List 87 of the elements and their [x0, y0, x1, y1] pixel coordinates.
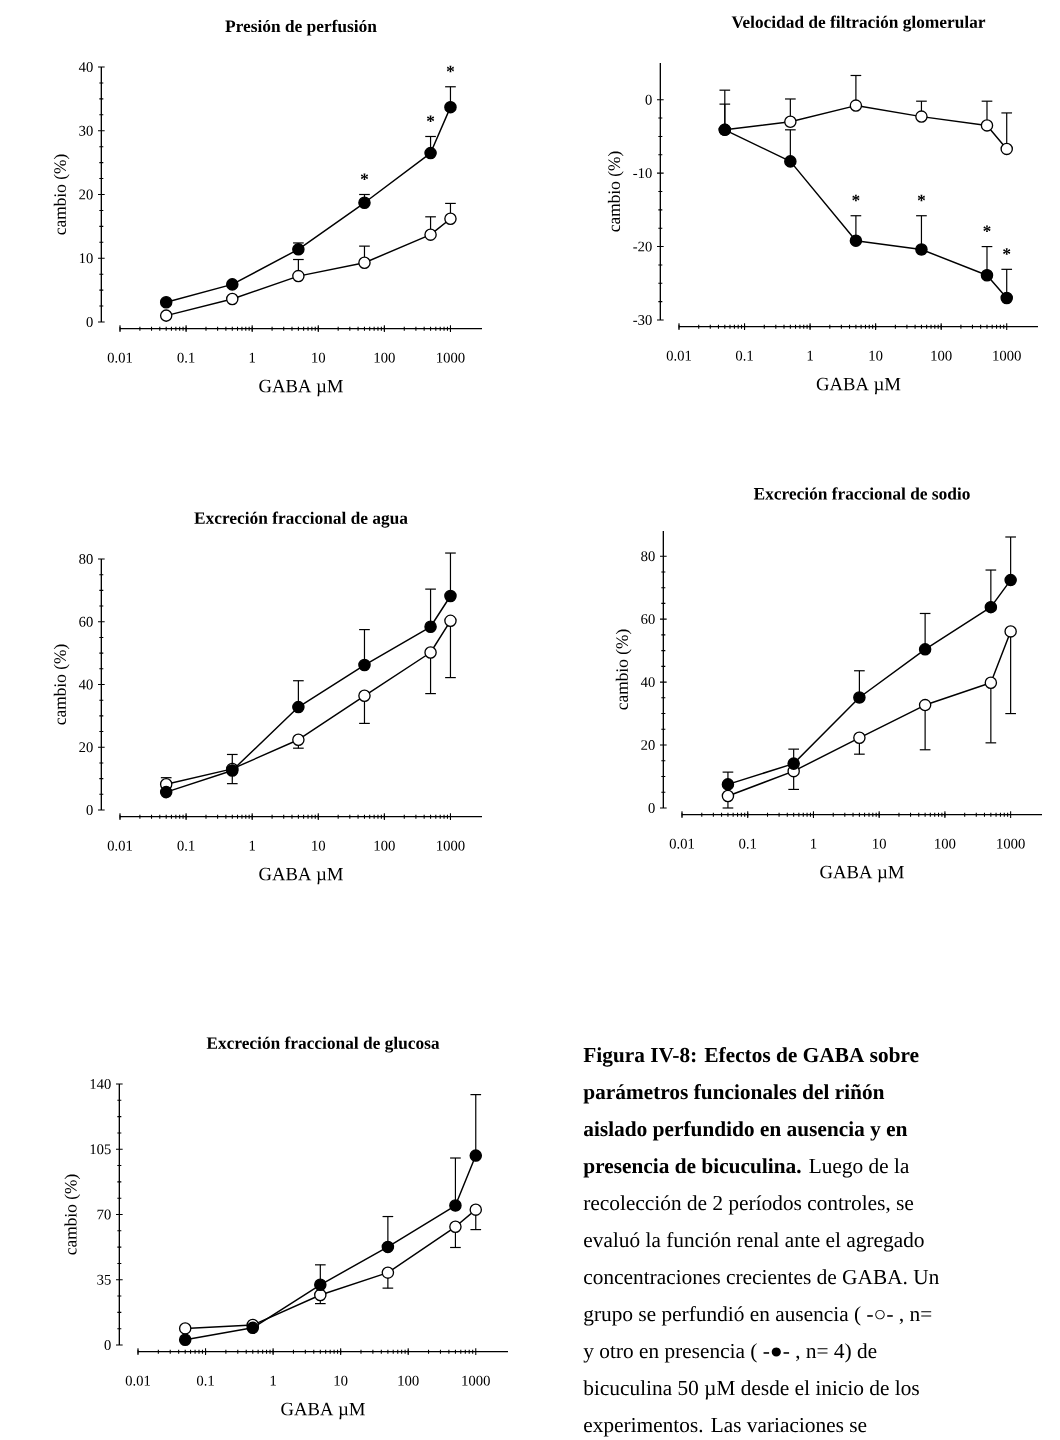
chart-title: Excreción fraccional de sodio [753, 487, 970, 500]
x-tick-label: 10 [873, 838, 886, 849]
text: aislado perfundido en ausencia y en [583, 1120, 908, 1141]
x-tick-label: 10 [334, 1375, 348, 1386]
y-tick-label: 20 [79, 189, 93, 200]
x-tick-label: 100 [931, 350, 952, 361]
x-tick-label: 1000 [437, 352, 465, 363]
y-tick-label: 0 [645, 94, 652, 105]
x-tick-label: 1000 [997, 838, 1025, 849]
text: presencia de bicuculina. Luego de la [583, 1158, 910, 1178]
y-tick-label: -30 [633, 315, 652, 325]
y-tick-label: 40 [640, 677, 655, 688]
x-tick-label: 10 [869, 350, 883, 361]
text: evaluó la función renal ante el agregado [584, 1231, 924, 1252]
y-tick-label: 20 [641, 740, 655, 750]
chart-title: Excreción fraccional de glucosa [206, 1036, 440, 1053]
x-tick-label: 1 [249, 840, 255, 851]
y-tick-label: 70 [97, 1209, 111, 1220]
annotation: * [426, 115, 435, 122]
y-tick-label: 80 [641, 551, 655, 562]
x-tick-label: 10 [312, 352, 326, 363]
x-axis-title: GABA µM [259, 867, 343, 885]
x-tick-label: 0.01 [107, 352, 132, 363]
text: grupo se perfundió en ausencia ( -○- , n= [584, 1305, 932, 1326]
text: recolección de 2 períodos controles, se [583, 1195, 914, 1215]
annotation: * [852, 194, 860, 202]
y-tick-label: 10 [79, 253, 93, 264]
y-tick-label: 80 [79, 554, 93, 564]
y-axis-title: cambio (%) [607, 151, 624, 232]
y-tick-label: 0 [86, 805, 93, 815]
x-tick-label: 1 [807, 350, 813, 361]
x-tick-label: 0.01 [125, 1375, 150, 1386]
y-tick-label: -20 [633, 241, 652, 252]
annotation: * [360, 173, 369, 180]
y-tick-label: 20 [79, 742, 93, 753]
x-tick-label: 0.1 [735, 350, 753, 361]
x-axis-title: GABA µM [820, 865, 904, 883]
x-tick-label: 0.1 [177, 352, 195, 363]
annotation: * [1003, 248, 1011, 255]
x-tick-label: 0.01 [107, 840, 132, 851]
y-axis-title: cambio (%) [53, 154, 70, 235]
x-tick-label: 1000 [993, 350, 1021, 361]
y-tick-label: 0 [104, 1340, 111, 1350]
x-tick-label: 1 [270, 1375, 276, 1386]
x-tick-label: 1000 [437, 840, 465, 851]
x-tick-label: 100 [374, 840, 395, 851]
x-tick-label: 0.01 [669, 838, 694, 849]
text: experimentos. Las variaciones se [584, 1417, 867, 1437]
annotation: * [983, 225, 991, 233]
x-tick-label: 0.1 [177, 840, 195, 851]
y-axis-title: cambio (%) [53, 644, 70, 725]
y-tick-label: 35 [97, 1274, 111, 1285]
x-tick-label: 0.1 [739, 838, 756, 849]
x-tick-label: 100 [935, 838, 956, 849]
x-tick-label: 100 [398, 1375, 419, 1386]
x-tick-label: 100 [374, 352, 395, 363]
x-tick-label: 1 [249, 352, 255, 363]
y-tick-label: 40 [78, 62, 93, 72]
x-tick-label: 0.01 [666, 350, 691, 361]
y-tick-label: -10 [633, 168, 652, 179]
x-tick-label: 1 [811, 838, 817, 849]
chart-title: Excreción fraccional de agua [194, 511, 408, 528]
text: concentraciones crecientes de GABA. Un [584, 1269, 939, 1285]
annotation: * [446, 65, 455, 73]
chart-title: Velocidad de filtración glomerular [731, 15, 986, 32]
y-tick-label: 60 [641, 614, 655, 625]
annotation: * [917, 194, 926, 202]
y-tick-label: 140 [90, 1079, 111, 1089]
x-axis-title: GABA µM [281, 1402, 365, 1420]
text: y otro en presencia ( -●- , n= 4) de [583, 1343, 877, 1363]
text: bicuculina 50 µM desde el inicio de los [583, 1380, 919, 1400]
y-tick-label: 0 [648, 803, 655, 813]
y-tick-label: 60 [79, 616, 93, 627]
x-tick-label: 10 [312, 840, 326, 851]
x-axis-title: GABA µM [259, 379, 343, 397]
text: Figura IV-8: Efectos de GABA sobre [583, 1046, 919, 1067]
x-tick-label: 0.1 [196, 1375, 214, 1386]
chart-title: Presión de perfusión [225, 19, 377, 36]
y-tick-label: 105 [90, 1144, 111, 1155]
y-tick-label: 0 [86, 317, 93, 327]
y-axis-title: cambio (%) [64, 1174, 81, 1255]
x-tick-label: 1000 [462, 1375, 490, 1386]
x-axis-title: GABA µM [816, 377, 901, 395]
y-axis-title: cambio (%) [615, 629, 632, 710]
y-tick-label: 30 [79, 125, 93, 136]
text: parámetros funcionales del riñón [583, 1083, 885, 1104]
y-tick-label: 40 [78, 679, 93, 690]
